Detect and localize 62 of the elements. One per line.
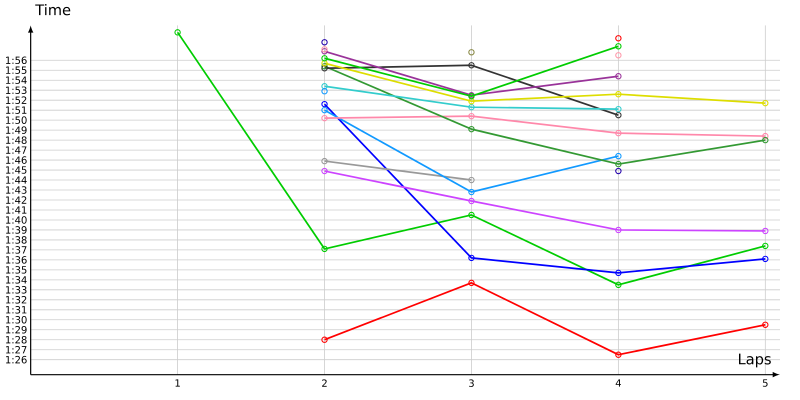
y-tick-label: 1:26 [6,356,27,364]
y-tick-label: 1:38 [6,236,27,244]
point [468,188,475,196]
y-tick-label: 1:46 [6,156,27,164]
y-tick-label: 1:34 [6,276,27,284]
y-tick-label: 1:42 [6,196,26,204]
point [615,91,622,98]
y-tick-label: 1:45 [6,166,26,174]
y-tick-label: 1:37 [6,246,26,254]
point [468,126,475,132]
y-tick-label: 1:39 [6,226,27,234]
y-tick-label: 1:41 [6,206,26,214]
x-axis-title: Laps [739,354,771,368]
y-axis-title: Time [35,4,70,16]
y-tick-label: 1:36 [6,256,27,264]
y-tick-label: 1:49 [6,126,27,134]
point [615,352,622,358]
point [468,49,475,56]
y-tick-label: 1:51 [6,106,26,114]
point [468,198,475,204]
point [615,52,622,58]
y-tick-label: 1:33 [6,286,26,294]
y-tick-label: 1:47 [6,146,26,154]
y-tick-label: 1:43 [6,186,26,194]
point [615,226,622,234]
point [321,39,328,46]
y-tick-label: 1:54 [6,76,27,84]
point [468,104,475,110]
point [468,98,475,104]
point [615,282,622,288]
point [468,212,475,218]
y-tick-label: 1:40 [6,216,27,224]
y-tick-label: 1:31 [6,306,26,314]
point [615,270,622,276]
point [615,160,622,168]
point [615,168,622,174]
y-tick-label: 1:52 [6,96,26,104]
point [615,130,622,136]
point [468,112,475,120]
y-tick-label: 1:35 [6,266,26,274]
x-tick-label: 4 [616,379,621,387]
y-tick-label: 1:32 [6,296,26,304]
y-tick-label: 1:50 [6,116,27,124]
point [615,35,622,42]
y-tick-label: 1:44 [6,176,27,184]
y-tick-label: 1:27 [6,346,26,354]
y-tick-label: 1:56 [6,56,27,64]
x-tick-label: 1 [176,379,180,387]
y-tick-label: 1:55 [6,66,26,74]
y-tick-label: 1:53 [6,86,26,94]
point [468,280,475,286]
y-tick-label: 1:48 [6,136,27,144]
x-tick-label: 3 [469,379,474,387]
y-tick-label: 1:28 [6,336,27,344]
point [321,88,328,94]
x-tick-label: 5 [762,379,768,387]
point [468,254,475,262]
y-tick-label: 1:30 [6,316,27,324]
point [321,246,328,252]
x-tick-label: 2 [322,379,327,387]
point [468,62,475,68]
y-tick-label: 1:29 [6,326,27,334]
